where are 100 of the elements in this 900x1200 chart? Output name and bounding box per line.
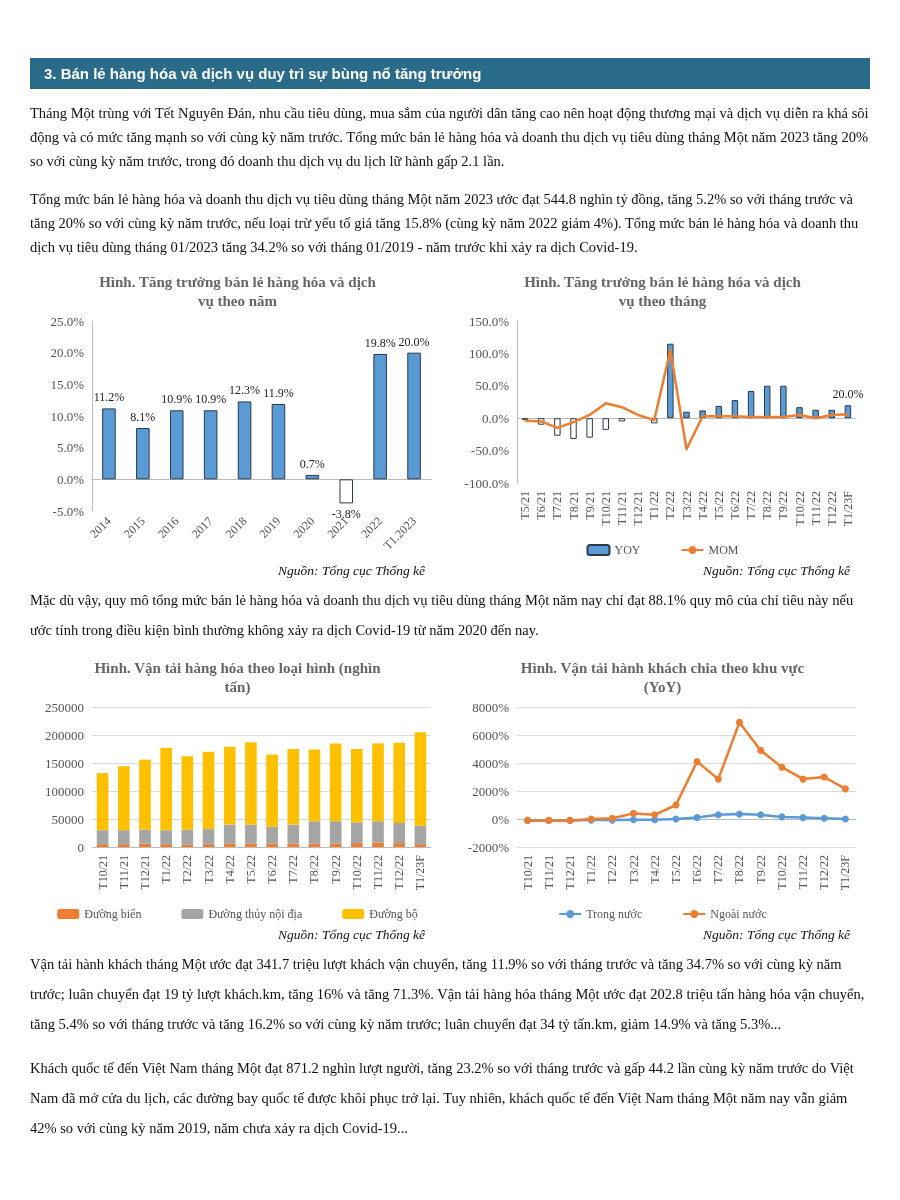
- x-tick-label: T12/21: [137, 855, 152, 890]
- text: Tổng mức bán lẻ hàng hóa và doanh thu dịch vụ tiêu dùng tháng Một năm 2023 ước đạt 544.8 nghìn tỷ đồng, tăng 5.2% so với tháng trước và tăng 20% so với cùng kỳ năm trước, nếu loại trừ yếu tố giá tăng 15.8% (cùng kỳ năm 2022 giảm 4%). Tổng mức bán lẻ hàng hóa và doanh thu dịch vụ tiêu dùng tháng 01/2023 tăng 34.2% so với tháng 01/2019 - năm trước khi xảy ra dịch Covid-19.: [30, 190, 860, 257]
- y-tick-label: 4000%: [472, 755, 510, 771]
- data-label: 12.3%: [229, 383, 261, 398]
- data-label: 10.9%: [161, 392, 193, 407]
- x-tick-label: T8/21: [566, 491, 581, 520]
- data-label: 11.2%: [93, 390, 125, 405]
- y-tick-label: 0: [77, 839, 84, 855]
- x-tick-label: T3/22: [201, 855, 216, 884]
- data-label: 8.1%: [130, 410, 156, 425]
- x-tick-label: T2/22: [605, 855, 620, 884]
- y-tick-label: 5.0%: [56, 440, 85, 456]
- x-tick-label: T11/21: [116, 855, 131, 890]
- x-tick-label: T12/22: [817, 855, 832, 890]
- y-tick-label: 200000: [45, 727, 84, 743]
- x-tick-label: T11/22: [371, 855, 386, 890]
- x-tick-label: T11/22: [796, 855, 811, 890]
- x-tick-label: T4/22: [695, 491, 710, 520]
- x-tick-label: T1/23F: [413, 854, 428, 891]
- x-tick-label: T10/22: [792, 491, 807, 526]
- legend-label: Đường bộ: [369, 907, 418, 921]
- x-tick-label: T10/21: [598, 491, 613, 526]
- y-tick-label: 250000: [45, 699, 84, 715]
- x-tick-label: T6/22: [690, 855, 705, 884]
- chart-title: Hình. Vận tải hàng hóa theo loại hình (nghìn tấn): [93, 659, 382, 697]
- x-tick-label: T6/21: [534, 491, 549, 520]
- y-tick-label: 25.0%: [50, 313, 85, 329]
- text: Tháng Một trùng với Tết Nguyên Đán, nhu cầu tiêu dùng, mua sắm của người dân tăng cao nên hoạt động thương mại và dịch vụ diễn ra khá sôi động và có mức tăng mạnh so với cùng kỳ năm trước. Tổng mức bán lẻ hàng hóa và doanh thu dịch vụ tiêu dùng tháng Một năm 2023 tăng 20% so với cùng kỳ năm trước, trong đó doanh thu dịch vụ du lịch lữ hành gấp 2.1 lần.: [30, 104, 870, 171]
- legend-label: Ngoài nước: [710, 907, 767, 921]
- x-tick-label: T8/22: [307, 855, 322, 884]
- x-tick-label: T4/22: [222, 855, 237, 884]
- y-tick-label: -50.0%: [471, 443, 510, 459]
- y-tick-label: 0.0%: [481, 410, 510, 426]
- x-tick-label: T12/22: [392, 855, 407, 890]
- x-tick-label: T2/22: [663, 491, 678, 520]
- x-tick-label: T3/22: [626, 855, 641, 884]
- chart-title: Hình. Tăng trưởng bán lẻ hàng hóa và dịch vụ theo tháng: [523, 273, 802, 311]
- x-tick-label: T2/22: [180, 855, 195, 884]
- x-tick-label: T1/23F: [838, 854, 853, 891]
- data-label: 10.9%: [195, 392, 227, 407]
- x-tick-label: T7/22: [711, 855, 726, 884]
- y-tick-label: -5.0%: [52, 503, 85, 519]
- y-tick-label: 100000: [45, 783, 84, 799]
- x-tick-label: T11/21: [614, 491, 629, 526]
- legend-label: Trong nước: [586, 907, 643, 921]
- x-tick-label: T6/22: [727, 491, 742, 520]
- x-tick-label: T8/22: [760, 491, 775, 520]
- data-label: 0.7%: [299, 456, 325, 471]
- y-tick-label: 150.0%: [468, 313, 510, 329]
- x-tick-label: T12/22: [824, 491, 839, 526]
- x-tick-label: T5/22: [243, 855, 258, 884]
- chart-title: Hình. Vận tải hành khách chia theo khu vực (YoY): [519, 659, 806, 697]
- x-tick-label: T1/22: [647, 491, 662, 520]
- x-tick-label: T4/22: [647, 855, 662, 884]
- y-tick-label: 15.0%: [50, 376, 85, 392]
- x-tick-label: T5/21: [518, 491, 533, 520]
- x-tick-label: T7/22: [286, 855, 301, 884]
- x-tick-label: T8/22: [732, 855, 747, 884]
- x-tick-label: T12/21: [562, 855, 577, 890]
- data-label: 19.8%: [364, 335, 396, 350]
- x-tick-label: T3/22: [679, 491, 694, 520]
- x-tick-label: T10/22: [774, 855, 789, 890]
- legend-label: YOY: [614, 543, 641, 557]
- y-tick-label: -100.0%: [464, 475, 510, 491]
- data-label: 20.0%: [398, 334, 430, 349]
- text: Nguồn: Tổng cục Thống kê: [277, 563, 425, 579]
- x-tick-label: T10/21: [520, 855, 535, 890]
- text: Vận tải hành khách tháng Một ước đạt 341.7 triệu lượt khách vận chuyển, tăng 11.9% so với tháng trước và tăng 34.7% so với cùng kỳ năm trước; luân chuyển đạt 19 tỷ lượt khách.km, tăng 16% và tăng 71.3%. Vận tải hàng hóa tháng Một ước đạt 202.8 triệu tấn hàng hóa vận chuyển, tăng 5.4% so với tháng trước và tăng 16.2% so với cùng kỳ năm trước; luân chuyển đạt 34 tỷ tấn.km, giảm 14.9% và tăng 5.3%...: [30, 955, 866, 1034]
- text: Nguồn: Tổng cục Thống kê: [702, 563, 850, 579]
- x-tick-label: T11/21: [541, 855, 556, 890]
- y-tick-label: 2000%: [472, 783, 510, 799]
- chart-title: Hình. Tăng trưởng bán lẻ hàng hóa và dịch vụ theo năm: [98, 273, 377, 311]
- text: Mặc dù vậy, quy mô tổng mức bán lẻ hàng hóa và doanh thu dịch vụ tiêu dùng tháng Một năm nay chỉ đạt 88.1% quy mô của chỉ tiêu này nếu ước tính trong điều kiện bình thường không xảy ra dịch Covid-19 từ năm 2020 đến nay.: [30, 591, 855, 640]
- x-tick-label: T12/21: [631, 491, 646, 526]
- data-label: 11.9%: [263, 385, 294, 400]
- x-tick-label: T10/22: [349, 855, 364, 890]
- x-tick-label: T5/22: [711, 491, 726, 520]
- x-tick-label: T9/22: [328, 855, 343, 884]
- x-tick-label: T7/22: [744, 491, 759, 520]
- y-tick-label: 50000: [51, 811, 84, 827]
- y-tick-label: 8000%: [472, 699, 510, 715]
- y-tick-label: 6000%: [472, 727, 510, 743]
- x-tick-label: T11/22: [808, 491, 823, 526]
- y-tick-label: 50.0%: [475, 378, 510, 394]
- y-tick-label: 10.0%: [50, 408, 85, 424]
- x-tick-label: T10/21: [95, 855, 110, 890]
- x-tick-label: T1/23F: [840, 490, 855, 527]
- x-tick-label: T9/21: [582, 491, 597, 520]
- y-tick-label: 150000: [45, 755, 84, 771]
- y-tick-label: 0.0%: [56, 471, 85, 487]
- y-tick-label: -2000%: [467, 839, 510, 855]
- x-tick-label: T7/21: [550, 491, 565, 520]
- text: Nguồn: Tổng cục Thống kê: [277, 927, 425, 943]
- x-tick-label: T6/22: [265, 855, 280, 884]
- legend-label: Đường biển: [84, 907, 142, 921]
- text: Khách quốc tế đến Việt Nam tháng Một đạt 871.2 nghìn lượt người, tăng 23.2% so với tháng trước và gấp 44.2 lần cùng kỳ năm trước do Việt Nam đã mở cửa du lịch, các đường bay quốc tế được khôi phục trở lại. Tuy nhiên, khách quốc tế đến Việt Nam tháng Một năm nay vẫn giảm 42% so với cùng kỳ năm 2019, năm chưa xảy ra dịch Covid-19...: [30, 1059, 855, 1138]
- legend-label: MOM: [708, 543, 739, 557]
- y-tick-label: 0%: [491, 811, 510, 827]
- text: Nguồn: Tổng cục Thống kê: [702, 927, 850, 943]
- text: 3. Bán lẻ hàng hóa và dịch vụ duy trì sự bùng nổ tăng trưởng: [30, 58, 870, 89]
